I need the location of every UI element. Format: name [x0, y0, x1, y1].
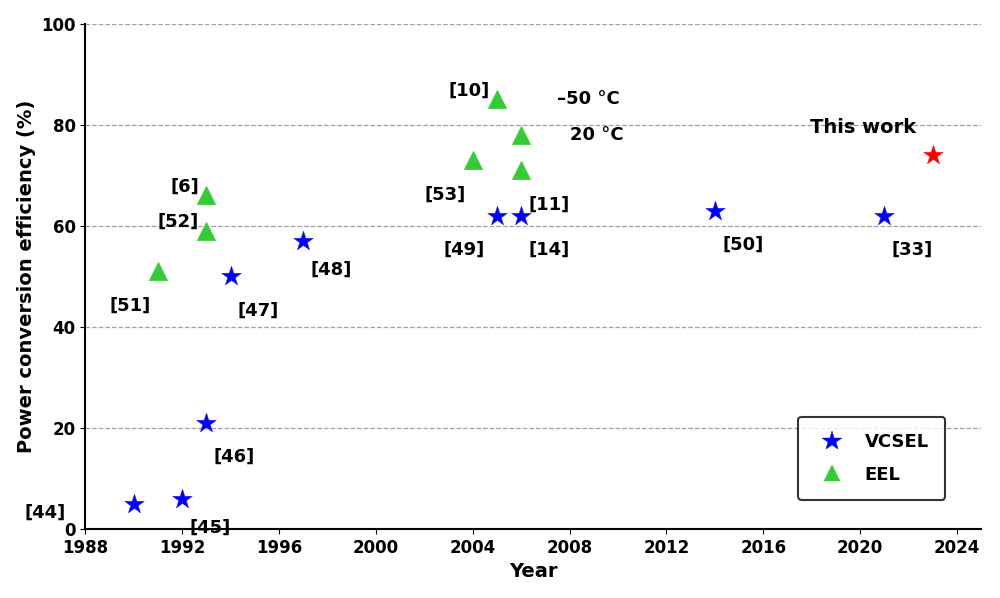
Legend: VCSEL, EEL: VCSEL, EEL [798, 417, 945, 500]
Text: [51]: [51] [110, 297, 151, 315]
Text: [48]: [48] [311, 261, 352, 279]
Text: [53]: [53] [424, 185, 465, 203]
Text: [46]: [46] [214, 448, 255, 466]
Point [198, 191, 214, 200]
Point [295, 236, 311, 246]
Text: [33]: [33] [892, 241, 933, 259]
Text: [10]: [10] [448, 81, 490, 99]
Text: [52]: [52] [158, 213, 199, 231]
Point [489, 94, 505, 104]
Point [513, 130, 529, 140]
Y-axis label: Power conversion efficiency (%): Power conversion efficiency (%) [17, 100, 36, 453]
X-axis label: Year: Year [509, 562, 558, 581]
Text: 20 °C: 20 °C [570, 126, 623, 144]
Point [465, 155, 481, 165]
Point [223, 271, 239, 281]
Point [513, 211, 529, 221]
Point [198, 226, 214, 236]
Text: –50 °C: –50 °C [557, 90, 620, 108]
Point [126, 499, 142, 508]
Point [925, 150, 941, 160]
Text: [47]: [47] [238, 301, 279, 319]
Text: [49]: [49] [444, 241, 485, 259]
Point [513, 166, 529, 175]
Point [876, 211, 892, 221]
Point [489, 211, 505, 221]
Text: [45]: [45] [190, 519, 231, 537]
Text: [11]: [11] [528, 196, 570, 213]
Point [198, 418, 214, 428]
Point [150, 267, 166, 276]
Text: [6]: [6] [170, 178, 199, 196]
Text: [14]: [14] [528, 241, 570, 259]
Point [707, 206, 723, 215]
Text: [50]: [50] [722, 236, 763, 254]
Point [174, 494, 190, 504]
Text: [44]: [44] [25, 504, 66, 522]
Text: This work: This work [810, 118, 916, 138]
